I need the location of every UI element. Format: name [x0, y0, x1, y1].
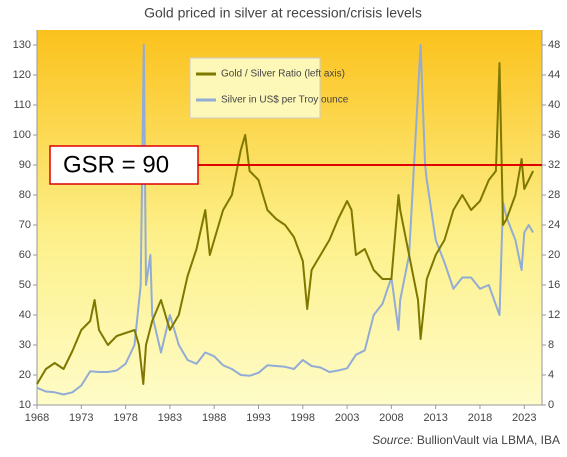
- source-text: BullionVault via LBMA, IBA: [417, 433, 560, 447]
- y-tick-label: 70: [19, 219, 31, 231]
- y2-tick-label: 24: [548, 219, 560, 231]
- y-tick-label: 110: [13, 99, 31, 111]
- annotation-box: [49, 145, 199, 185]
- y2-tick-label: 48: [548, 39, 560, 51]
- y2-tick-label: 4: [548, 369, 554, 381]
- y-tick-label: 30: [19, 339, 31, 351]
- x-tick-label: 2013: [423, 412, 447, 424]
- y2-tick-label: 0: [548, 399, 554, 411]
- y2-tick-label: 12: [548, 309, 560, 321]
- x-tick-label: 2023: [512, 412, 536, 424]
- x-tick-label: 1968: [25, 412, 49, 424]
- x-tick-label: 1978: [113, 412, 137, 424]
- source: Source: BullionVault via LBMA, IBA: [372, 433, 560, 447]
- legend-box: [189, 57, 321, 119]
- y-tick-label: 50: [19, 279, 31, 291]
- source-label: Source:: [372, 433, 413, 447]
- x-tick-label: 2018: [468, 412, 492, 424]
- y2-tick-label: 32: [548, 159, 560, 171]
- x-tick-label: 1983: [158, 412, 182, 424]
- x-tick-label: 1973: [69, 412, 93, 424]
- chart-title: Gold priced in silver at recession/crisi…: [144, 5, 422, 21]
- y2-tick-label: 16: [548, 279, 560, 291]
- legend-label: Gold / Silver Ratio (left axis): [221, 69, 345, 80]
- series-line: [36, 44, 534, 396]
- y2-tick-label: 28: [548, 189, 560, 201]
- y2-tick-label: 8: [548, 339, 554, 351]
- x-tick-label: 2003: [335, 412, 359, 424]
- annotation-text: GSR = 90: [63, 151, 169, 178]
- y2-tick-label: 36: [548, 129, 560, 141]
- x-tick-label: 1998: [291, 412, 315, 424]
- y-tick-label: 120: [13, 69, 31, 81]
- y-tick-label: 40: [19, 309, 31, 321]
- y-tick-label: 60: [19, 249, 31, 261]
- y2-tick-label: 20: [548, 249, 560, 261]
- y-tick-label: 20: [19, 369, 31, 381]
- x-tick-label: 2008: [379, 412, 403, 424]
- y2-tick-label: 40: [548, 99, 560, 111]
- y-tick-label: 10: [19, 399, 31, 411]
- y-tick-label: 90: [19, 159, 31, 171]
- x-tick-label: 1993: [246, 412, 270, 424]
- y-tick-label: 80: [19, 189, 31, 201]
- series-line: [36, 62, 534, 385]
- x-tick-label: 1988: [202, 412, 226, 424]
- y-tick-label: 130: [13, 39, 31, 51]
- y-tick-label: 100: [13, 129, 31, 141]
- legend-label: Silver in US$ per Troy ounce: [221, 95, 349, 106]
- y2-tick-label: 44: [548, 69, 560, 81]
